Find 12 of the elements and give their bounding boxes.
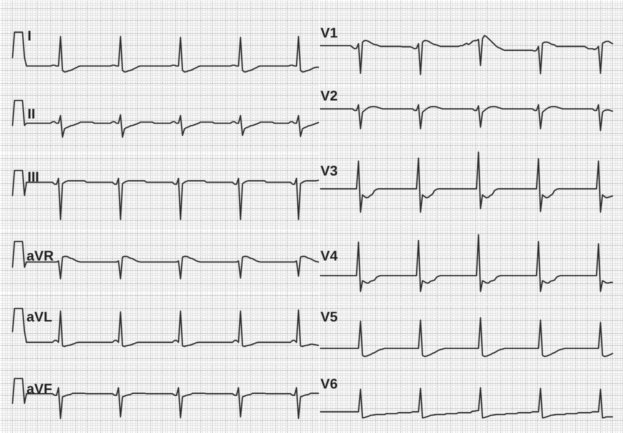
chart-title: I — [28, 28, 32, 44]
chart-title: aVL — [26, 308, 53, 324]
text: V4 — [320, 248, 338, 264]
chart-title: V6 — [320, 376, 338, 392]
chart-title: V5 — [320, 308, 338, 324]
chart-title: II — [28, 106, 36, 122]
chart-title: V2 — [320, 88, 338, 104]
chart-title: aVF — [26, 380, 53, 396]
chart-title: aVR — [26, 248, 54, 264]
chart-title: V1 — [320, 24, 338, 40]
text: V3 — [320, 162, 338, 178]
chart-title: III — [28, 168, 40, 184]
